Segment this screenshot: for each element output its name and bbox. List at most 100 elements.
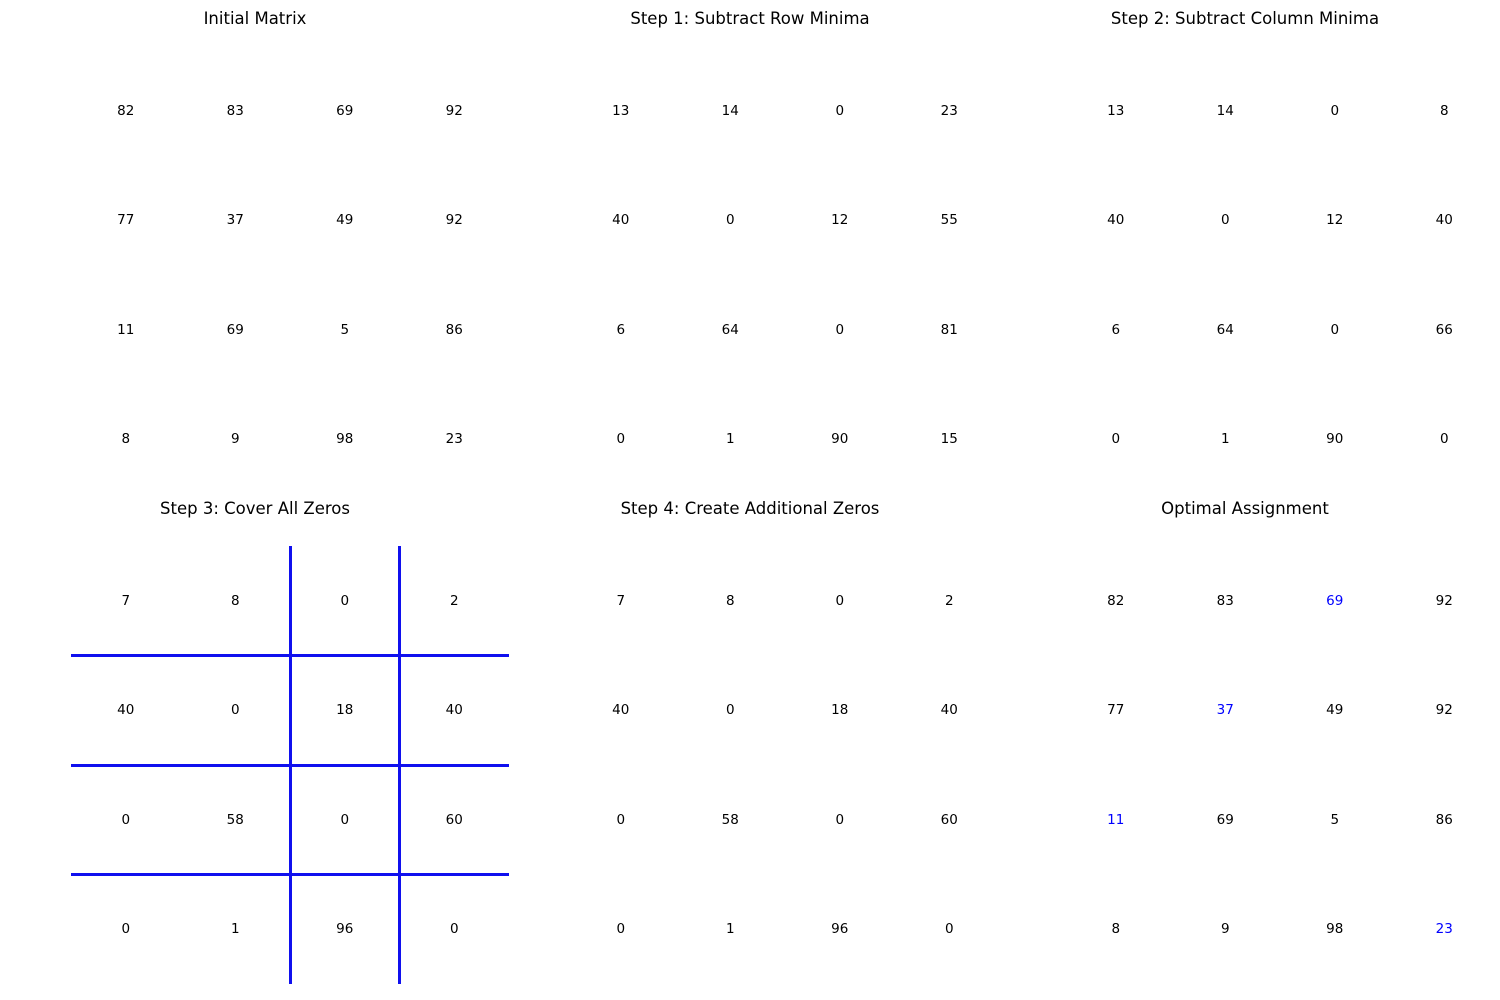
matrix-cell: 1 [230, 921, 240, 938]
matrix-cell: 92 [445, 212, 463, 229]
matrix-cell: 40 [1107, 212, 1125, 229]
matrix-cell: 40 [940, 702, 958, 719]
matrix-cell: 49 [1326, 702, 1344, 719]
matrix-cell: 23 [940, 102, 958, 119]
matrix-cell: 64 [1216, 321, 1234, 338]
matrix-cell: 0 [835, 102, 845, 119]
assigned-cell: 69 [1326, 592, 1344, 609]
matrix-grid: 13 14 0 23 40 0 12 55 6 64 0 81 0 1 90 15 [566, 56, 1004, 494]
matrix-cell: 90 [831, 431, 849, 448]
matrix-cell: 0 [1111, 431, 1121, 448]
matrix-cell: 49 [336, 212, 354, 229]
matrix-cell: 83 [1216, 592, 1234, 609]
matrix-cell: 13 [1107, 102, 1125, 119]
panel-step-3: Step 3: Cover All Zeros 7 8 0 2 40 0 18 40 0 58 0 6… [35, 490, 509, 984]
matrix-cell: 8 [725, 592, 735, 609]
matrix-cell: 8 [230, 592, 240, 609]
matrix-cell: 92 [1435, 702, 1453, 719]
matrix-cell: 0 [944, 921, 954, 938]
matrix-cell: 11 [117, 321, 135, 338]
assigned-cell: 11 [1107, 811, 1125, 828]
matrix-cell: 64 [721, 321, 739, 338]
matrix-cell: 9 [230, 431, 240, 448]
panel-title: Optimal Assignment [1161, 499, 1329, 518]
matrix-cell: 7 [121, 592, 131, 609]
matrix-grid: 7 8 0 2 40 0 18 40 0 58 0 60 0 1 96 0 [71, 546, 509, 984]
matrix-cell: 0 [340, 592, 350, 609]
matrix-cell: 60 [445, 811, 463, 828]
matrix-cell: 0 [616, 921, 626, 938]
panel-step-1: Step 1: Subtract Row Minima 13 14 0 23 40 0 12… [530, 0, 970, 490]
matrix-cell: 0 [835, 811, 845, 828]
matrix-cell: 60 [940, 811, 958, 828]
matrix-cell: 2 [449, 592, 459, 609]
matrix-grid: 82 83 69 92 77 37 49 92 11 69 5 86 8 9 98 23 [71, 56, 509, 494]
matrix-cell: 5 [340, 321, 350, 338]
matrix-cell: 18 [336, 702, 354, 719]
matrix-cell: 37 [226, 212, 244, 229]
matrix-cell: 8 [1111, 921, 1121, 938]
matrix-cell: 0 [1330, 321, 1340, 338]
matrix-cell: 14 [721, 102, 739, 119]
matrix-cell: 12 [831, 212, 849, 229]
matrix-cell: 81 [940, 321, 958, 338]
matrix-cell: 0 [1439, 431, 1449, 448]
matrix-cell: 0 [340, 811, 350, 828]
matrix-cell: 40 [612, 212, 630, 229]
matrix-cell: 9 [1220, 921, 1230, 938]
matrix-cell: 0 [449, 921, 459, 938]
matrix-grid: 7 8 0 2 40 0 18 40 0 58 0 60 0 1 96 0 [566, 546, 1004, 984]
matrix-cell: 0 [835, 592, 845, 609]
matrix-cell: 40 [117, 702, 135, 719]
matrix-cell: 69 [336, 102, 354, 119]
matrix-cell: 8 [121, 431, 131, 448]
panel-title: Step 1: Subtract Row Minima [630, 9, 870, 28]
matrix-cell: 18 [831, 702, 849, 719]
matrix-cell: 58 [226, 811, 244, 828]
matrix-cell: 86 [1435, 811, 1453, 828]
panel-title: Step 4: Create Additional Zeros [620, 499, 880, 518]
matrix-cell: 13 [612, 102, 630, 119]
matrix-cell: 7 [616, 592, 626, 609]
panel-step-2: Step 2: Subtract Column Minima 13 14 0 8 40 0… [1025, 0, 1465, 490]
matrix-cell: 92 [1435, 592, 1453, 609]
panel-initial-matrix: Initial Matrix 82 83 69 92 77 37 49 92 11 69 5 86 8 9… [35, 0, 475, 490]
matrix-cell: 40 [445, 702, 463, 719]
matrix-cell: 0 [121, 921, 131, 938]
matrix-cell: 0 [616, 811, 626, 828]
matrix-cell: 96 [336, 921, 354, 938]
panel-title: Step 2: Subtract Column Minima [1110, 9, 1380, 28]
matrix-cell: 2 [944, 592, 954, 609]
matrix-cell: 0 [725, 212, 735, 229]
matrix-cell: 77 [1107, 702, 1125, 719]
matrix-cell: 6 [616, 321, 626, 338]
matrix-cell: 77 [117, 212, 135, 229]
matrix-cell: 92 [445, 102, 463, 119]
matrix-cell: 0 [230, 702, 240, 719]
matrix-cell: 40 [612, 702, 630, 719]
matrix-cell: 98 [1326, 921, 1344, 938]
assigned-cell: 23 [1435, 921, 1453, 938]
matrix-cell: 82 [117, 102, 135, 119]
matrix-cell: 0 [1330, 102, 1340, 119]
matrix-cell: 15 [940, 431, 958, 448]
matrix-cell: 8 [1439, 102, 1449, 119]
matrix-cell: 98 [336, 431, 354, 448]
matrix-cell: 86 [445, 321, 463, 338]
matrix-cell: 1 [1220, 431, 1230, 448]
matrix-cell: 1 [725, 921, 735, 938]
matrix-cell: 0 [1220, 212, 1230, 229]
matrix-cell: 14 [1216, 102, 1234, 119]
column-cover-line [288, 546, 292, 984]
matrix-cell: 0 [121, 811, 131, 828]
matrix-cell: 82 [1107, 592, 1125, 609]
matrix-cell: 6 [1111, 321, 1121, 338]
matrix-cell: 66 [1435, 321, 1453, 338]
matrix-cell: 58 [721, 811, 739, 828]
column-cover-line [398, 546, 401, 984]
assigned-cell: 37 [1216, 702, 1234, 719]
matrix-grid: 82 83 69 92 77 37 49 92 11 69 5 86 8 9 98 23 [1061, 546, 1499, 984]
matrix-cell: 23 [445, 431, 463, 448]
matrix-cell: 5 [1330, 811, 1340, 828]
matrix-cell: 55 [940, 212, 958, 229]
